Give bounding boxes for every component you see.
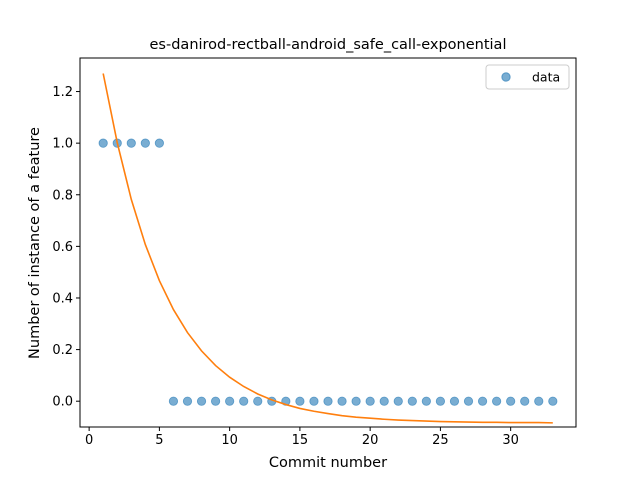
data-point xyxy=(239,396,249,406)
legend-box xyxy=(485,64,570,90)
data-point xyxy=(449,396,460,406)
data-point xyxy=(463,396,474,406)
axes-frame xyxy=(79,57,577,428)
data-point xyxy=(182,396,193,406)
y-tick-label: 0.2 xyxy=(52,343,73,358)
data-point xyxy=(210,396,221,406)
chart-title: es-danirod-rectball-android_safe_call-ex… xyxy=(150,37,507,53)
data-point xyxy=(295,396,305,406)
x-tick-label: 30 xyxy=(502,433,519,448)
y-axis-label: Number of instance of a feature xyxy=(27,127,43,359)
y-tick-label: 0.0 xyxy=(52,395,73,410)
y-tick-label: 1.2 xyxy=(52,85,73,100)
plot-area: 0 5 10 15 20 25 30 0.0 0.2 0.4 0.6 0.8 1.0 1.2 xyxy=(52,57,577,448)
legend-marker xyxy=(501,72,511,82)
data-point xyxy=(407,396,417,406)
x-axis-label: Commit number xyxy=(269,455,387,471)
legend-label: data xyxy=(532,70,560,85)
data-point xyxy=(351,396,361,406)
y-tick-label: 1.0 xyxy=(52,137,73,152)
data-point xyxy=(225,396,235,406)
data-point xyxy=(126,138,136,148)
x-tick-label: 15 xyxy=(292,433,309,448)
data-point xyxy=(98,138,108,148)
data-point xyxy=(140,138,150,148)
data-point xyxy=(309,396,319,406)
y-tick-label: 0.6 xyxy=(52,240,73,255)
data-point xyxy=(520,396,530,406)
data-point xyxy=(337,396,347,406)
data-point xyxy=(477,396,488,406)
y-tick-label: 0.8 xyxy=(52,188,73,203)
data-point xyxy=(492,396,502,406)
data-point xyxy=(421,396,431,406)
x-tick-label: 10 xyxy=(221,433,238,448)
data-point xyxy=(534,396,544,406)
data-point xyxy=(196,396,207,406)
data-point xyxy=(168,396,179,406)
data-point xyxy=(506,396,516,406)
x-tick-label: 20 xyxy=(362,433,379,448)
fit-line xyxy=(102,73,553,424)
x-tick-label: 0 xyxy=(85,433,93,448)
x-tick-label: 5 xyxy=(155,433,163,448)
data-point xyxy=(253,396,263,406)
legend: data xyxy=(485,64,570,90)
data-point xyxy=(379,396,389,406)
data-point xyxy=(154,138,164,148)
data-point xyxy=(435,396,446,406)
y-tick-label: 0.4 xyxy=(52,291,73,306)
data-point xyxy=(548,396,558,406)
data-point xyxy=(393,396,403,406)
data-point xyxy=(323,396,333,406)
data-point xyxy=(365,396,375,406)
x-tick-label: 25 xyxy=(432,433,449,448)
